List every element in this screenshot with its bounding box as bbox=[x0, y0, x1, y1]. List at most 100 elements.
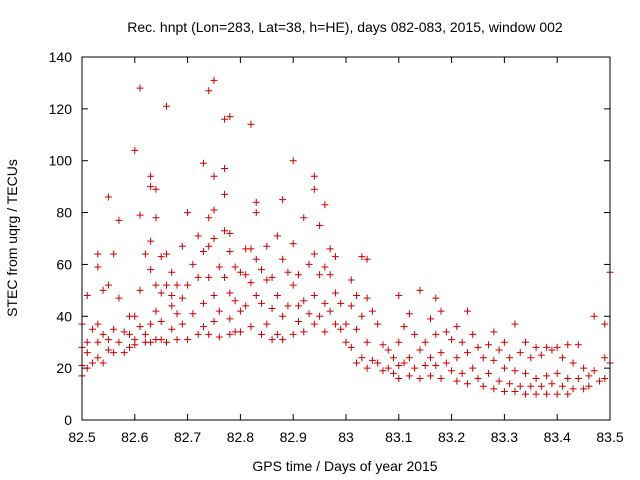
data-point bbox=[453, 323, 461, 331]
data-point bbox=[157, 253, 165, 261]
data-point bbox=[294, 317, 302, 325]
data-point bbox=[104, 281, 112, 289]
data-point bbox=[162, 102, 170, 110]
data-point bbox=[99, 286, 107, 294]
data-point bbox=[506, 380, 514, 388]
data-point bbox=[532, 343, 540, 351]
data-point bbox=[247, 323, 255, 331]
y-tick-label: 0 bbox=[64, 412, 72, 428]
data-point bbox=[316, 222, 324, 230]
data-point bbox=[210, 172, 218, 180]
plot-area bbox=[78, 56, 614, 421]
data-point bbox=[273, 330, 281, 338]
data-point bbox=[595, 377, 603, 385]
data-point bbox=[231, 263, 239, 271]
data-point bbox=[104, 346, 112, 354]
data-point bbox=[120, 349, 128, 357]
data-point bbox=[363, 255, 371, 263]
data-point bbox=[395, 292, 403, 300]
x-tick-label: 83.4 bbox=[544, 429, 571, 445]
data-point bbox=[580, 364, 588, 372]
data-point bbox=[363, 364, 371, 372]
y-tick-labels: 0 20 40 60 80 100 120 140 bbox=[49, 49, 73, 428]
data-point bbox=[279, 255, 287, 263]
data-point bbox=[210, 317, 218, 325]
data-point bbox=[522, 369, 530, 377]
data-point bbox=[115, 216, 123, 224]
data-point bbox=[157, 317, 165, 325]
data-point bbox=[83, 292, 91, 300]
data-point bbox=[485, 369, 493, 377]
data-point bbox=[205, 214, 213, 222]
data-point bbox=[432, 362, 440, 370]
data-point bbox=[94, 320, 102, 328]
data-point bbox=[564, 341, 572, 349]
data-point bbox=[83, 364, 91, 372]
data-point bbox=[279, 336, 287, 344]
data-point bbox=[152, 281, 160, 289]
data-point bbox=[495, 377, 503, 385]
data-point bbox=[247, 120, 255, 128]
data-point bbox=[321, 299, 329, 307]
data-point bbox=[558, 354, 566, 362]
data-point bbox=[453, 377, 461, 385]
x-tick-label: 83.5 bbox=[596, 429, 623, 445]
data-point bbox=[543, 390, 551, 398]
data-point bbox=[300, 297, 308, 305]
data-point bbox=[147, 266, 155, 274]
data-point bbox=[258, 330, 266, 338]
data-point bbox=[162, 281, 170, 289]
data-point bbox=[210, 235, 218, 242]
data-point bbox=[110, 250, 118, 258]
data-point bbox=[273, 292, 281, 300]
data-point bbox=[284, 268, 292, 276]
data-point bbox=[331, 320, 339, 328]
data-point bbox=[263, 276, 271, 284]
data-point bbox=[601, 320, 609, 328]
data-point bbox=[553, 343, 561, 351]
y-tick-label: 140 bbox=[49, 49, 73, 65]
data-point bbox=[104, 336, 112, 344]
data-point bbox=[294, 302, 302, 310]
data-point bbox=[532, 375, 540, 383]
data-point bbox=[347, 276, 355, 284]
data-point bbox=[194, 330, 202, 338]
data-point bbox=[590, 367, 598, 375]
data-point bbox=[110, 349, 118, 357]
data-point bbox=[448, 367, 456, 375]
data-point bbox=[162, 338, 170, 346]
data-point bbox=[527, 382, 535, 390]
data-point bbox=[221, 227, 229, 235]
data-point bbox=[305, 310, 313, 318]
data-point bbox=[184, 209, 192, 217]
data-point bbox=[384, 346, 392, 354]
data-point bbox=[574, 375, 582, 383]
data-point bbox=[564, 375, 572, 383]
data-point bbox=[516, 382, 524, 390]
data-point bbox=[215, 307, 223, 315]
data-point bbox=[543, 343, 551, 351]
data-point bbox=[363, 294, 371, 302]
data-point bbox=[94, 354, 102, 362]
chart-title: Rec. hnpt (Lon=283, Lat=38, h=HE), days … bbox=[127, 19, 563, 35]
data-point bbox=[395, 338, 403, 346]
data-point bbox=[189, 260, 197, 268]
data-point bbox=[126, 343, 134, 351]
data-point bbox=[221, 190, 229, 198]
data-point bbox=[405, 310, 413, 318]
data-point bbox=[506, 354, 514, 362]
data-point bbox=[321, 263, 329, 271]
data-point bbox=[479, 354, 487, 362]
data-point bbox=[310, 172, 318, 180]
data-point bbox=[543, 372, 551, 380]
data-point bbox=[590, 312, 598, 320]
data-point bbox=[205, 87, 213, 95]
data-point bbox=[136, 84, 144, 92]
y-tick-label: 120 bbox=[49, 101, 73, 117]
data-point bbox=[83, 338, 91, 346]
data-point bbox=[532, 390, 540, 398]
data-point bbox=[184, 336, 192, 344]
data-point bbox=[321, 328, 329, 336]
data-point bbox=[131, 312, 139, 320]
data-point bbox=[326, 307, 334, 315]
